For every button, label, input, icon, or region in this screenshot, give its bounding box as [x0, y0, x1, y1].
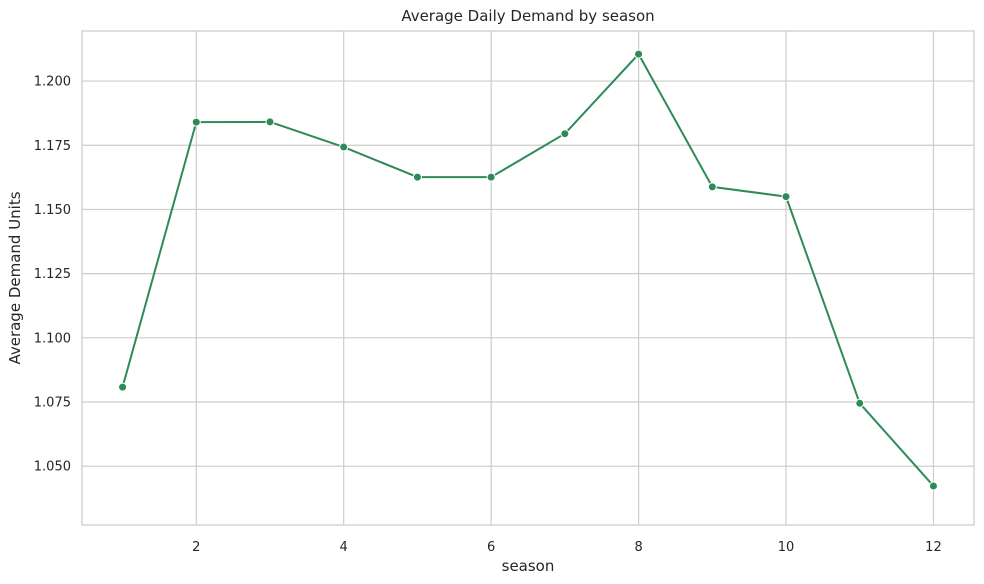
x-tick-label: 2	[192, 540, 200, 555]
x-axis-title: season	[502, 557, 555, 575]
data-point	[412, 172, 422, 182]
data-point	[486, 172, 496, 182]
series-line	[121, 53, 935, 487]
y-tick-label: 1.200	[34, 75, 71, 90]
y-tick-label: 1.175	[34, 139, 71, 154]
data-point	[781, 192, 791, 202]
data-series	[118, 49, 938, 491]
x-tick-label: 12	[925, 540, 942, 555]
chart-title: Average Daily Demand by season	[401, 7, 654, 25]
data-point	[707, 182, 717, 192]
x-tick-label: 10	[778, 540, 795, 555]
y-tick-label: 1.125	[34, 267, 71, 282]
x-tick-label: 4	[340, 540, 348, 555]
data-point	[928, 481, 938, 491]
data-point	[265, 117, 275, 127]
y-axis-title: Average Demand Units	[6, 191, 24, 364]
y-tick-label: 1.100	[34, 331, 71, 346]
x-tick-label: 8	[634, 540, 642, 555]
data-point	[191, 117, 201, 127]
data-point	[560, 129, 570, 139]
y-tick-label: 1.050	[34, 460, 71, 475]
data-point	[634, 49, 644, 59]
tick-labels: 2 4 6 8 10 12 1.050 1.075 1.100 1.125 1.150 1.175 1.…	[34, 75, 942, 555]
y-tick-label: 1.150	[34, 203, 71, 218]
data-point	[118, 382, 128, 392]
data-point	[855, 398, 865, 408]
plot-frame	[81, 30, 975, 526]
grid-lines	[82, 31, 974, 525]
data-point	[339, 142, 349, 152]
x-tick-label: 6	[487, 540, 495, 555]
y-tick-label: 1.075	[34, 396, 71, 411]
